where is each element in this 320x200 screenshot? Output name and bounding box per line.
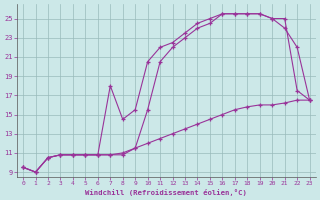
X-axis label: Windchill (Refroidissement éolien,°C): Windchill (Refroidissement éolien,°C)	[85, 189, 247, 196]
